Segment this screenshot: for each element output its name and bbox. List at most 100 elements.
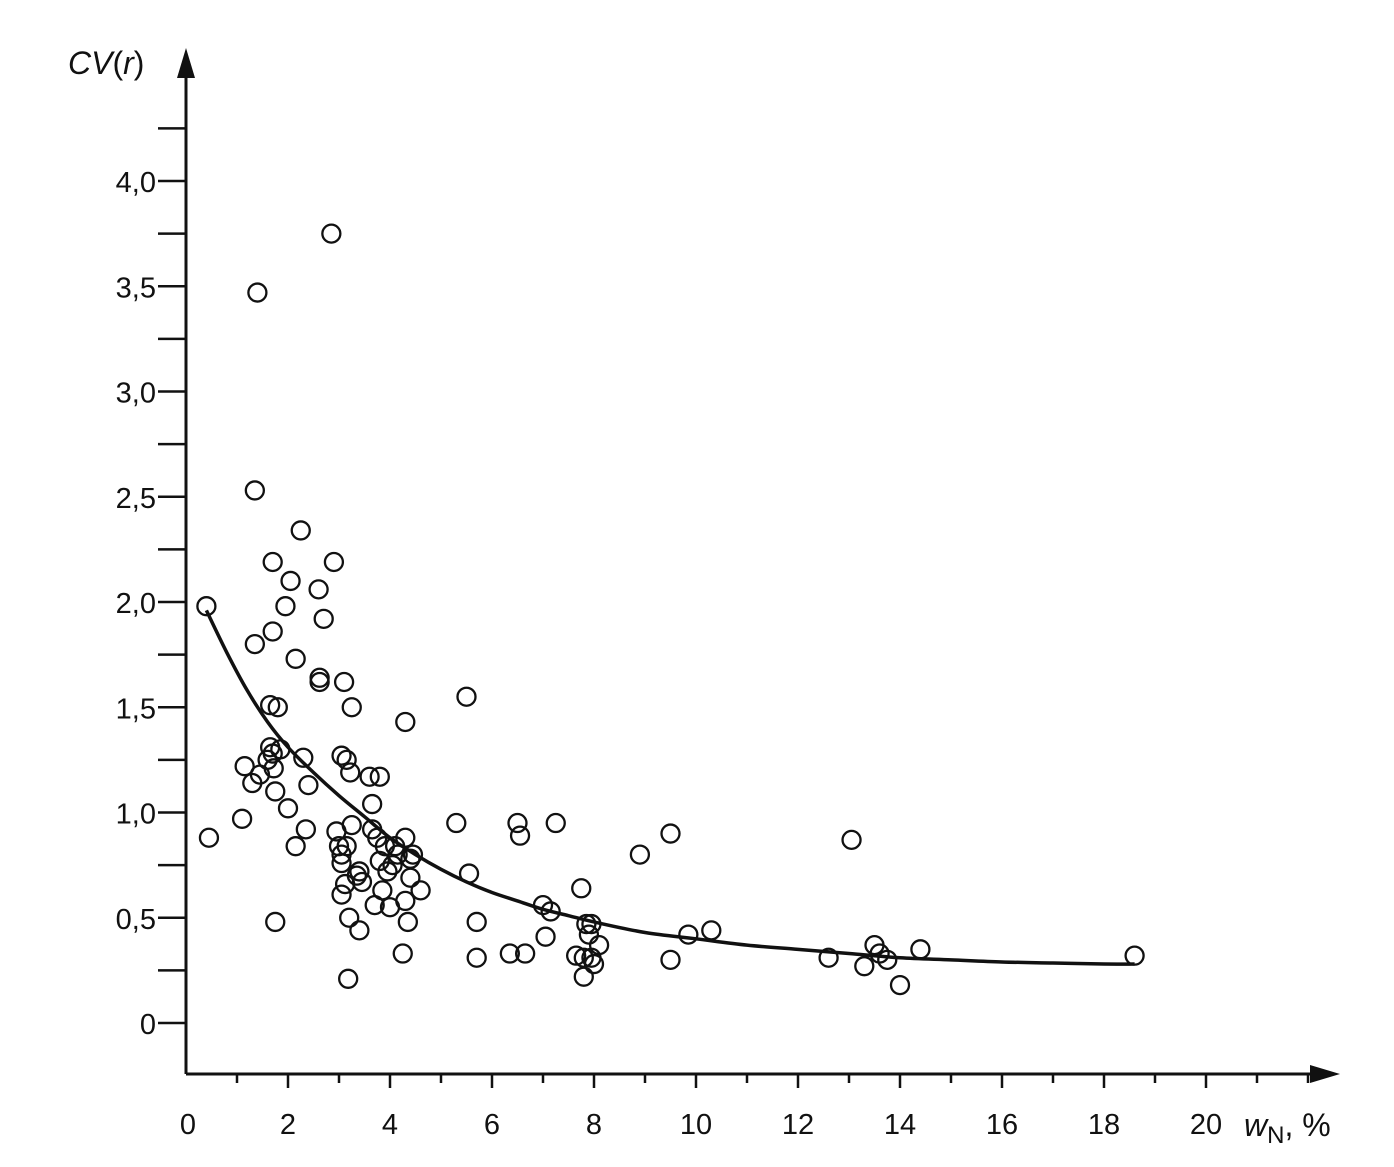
data-point xyxy=(578,924,600,945)
data-point xyxy=(265,781,286,802)
data-point xyxy=(583,953,605,975)
data-point xyxy=(198,827,220,848)
data-point xyxy=(285,836,306,857)
x-tick-label: 6 xyxy=(484,1109,500,1141)
data-point xyxy=(331,745,352,766)
x-tick-label: 12 xyxy=(782,1109,814,1141)
y-tick-label: 0 xyxy=(140,1009,156,1041)
data-point xyxy=(678,924,699,945)
data-point xyxy=(889,974,911,996)
data-point xyxy=(361,793,383,815)
data-point xyxy=(854,956,875,977)
data-point xyxy=(466,911,487,933)
x-axis-arrow xyxy=(1310,1065,1340,1083)
data-point xyxy=(336,749,357,771)
data-point xyxy=(290,520,311,541)
y-tick-label: 4,0 xyxy=(116,167,156,199)
data-point xyxy=(313,608,334,629)
data-point xyxy=(910,939,931,960)
data-point xyxy=(308,579,329,600)
data-point xyxy=(231,808,253,829)
data-point xyxy=(382,854,403,876)
data-point xyxy=(338,968,359,989)
data-point xyxy=(265,911,286,933)
y-axis-title-close: ) xyxy=(134,45,145,81)
data-point xyxy=(244,480,266,501)
x-axis-title: wN, % xyxy=(1244,1107,1331,1149)
y-tick-label: 3,5 xyxy=(116,272,156,304)
data-point xyxy=(196,596,217,617)
data-point xyxy=(466,947,487,968)
data-point xyxy=(629,844,651,865)
data-point xyxy=(280,570,301,592)
data-point xyxy=(588,934,610,956)
x-tick-label: 10 xyxy=(680,1109,712,1141)
y-axis-title: CV(r) xyxy=(68,45,144,81)
data-point xyxy=(535,926,556,947)
data-point xyxy=(309,671,330,693)
y-tick-label: 1,0 xyxy=(116,799,156,831)
x-tick-label: 18 xyxy=(1088,1109,1120,1141)
y-tick-label: 3,0 xyxy=(116,378,156,410)
data-point xyxy=(277,798,299,819)
data-point xyxy=(336,836,357,857)
data-point xyxy=(660,823,681,844)
y-tick-label: 1,5 xyxy=(116,693,156,725)
data-point xyxy=(509,825,531,846)
y-ticks: 0 0,5 1,0 1,5 2,0 2,5 3,0 3,5 4,0 xyxy=(116,127,186,1041)
data-point xyxy=(346,865,368,886)
data-point xyxy=(270,739,291,760)
data-points-layer xyxy=(196,223,1145,996)
data-point xyxy=(323,551,345,573)
data-point xyxy=(259,694,281,716)
data-point xyxy=(1124,945,1145,966)
data-point xyxy=(387,844,408,865)
fit-curve-layer xyxy=(204,609,1135,966)
y-tick-label: 2,5 xyxy=(116,483,156,515)
data-point xyxy=(395,711,416,733)
x-axis-title-var: w xyxy=(1244,1107,1269,1143)
data-point xyxy=(456,686,477,707)
data-point xyxy=(377,861,398,882)
data-point xyxy=(340,762,361,783)
data-point xyxy=(285,648,306,669)
x-tick-label: 0 xyxy=(180,1109,196,1141)
data-point xyxy=(545,812,566,834)
data-point xyxy=(321,223,342,244)
x-tick-label: 2 xyxy=(280,1109,296,1141)
data-point xyxy=(400,848,421,869)
data-point xyxy=(507,812,528,834)
x-axis-title-sub: N xyxy=(1267,1122,1284,1149)
data-point xyxy=(293,747,314,768)
data-point xyxy=(262,621,283,642)
data-point xyxy=(333,671,355,693)
data-point xyxy=(369,850,390,872)
data-point xyxy=(349,861,370,882)
data-point xyxy=(540,901,561,922)
data-point xyxy=(341,697,362,718)
data-point xyxy=(359,766,380,787)
data-point xyxy=(701,920,722,941)
data-point xyxy=(247,282,268,303)
data-point xyxy=(295,819,317,840)
data-point xyxy=(349,920,370,941)
data-point xyxy=(395,890,416,912)
data-point xyxy=(372,880,393,901)
data-point xyxy=(400,867,421,888)
data-point xyxy=(660,949,681,970)
data-point xyxy=(571,878,592,899)
data-point xyxy=(267,697,288,718)
data-point xyxy=(341,814,362,836)
data-point xyxy=(581,913,602,935)
data-point xyxy=(339,907,360,928)
y-axis-title-var: r xyxy=(123,45,135,81)
fit-curve xyxy=(204,609,1135,966)
x-tick-label: 20 xyxy=(1190,1109,1222,1141)
x-tick-label: 14 xyxy=(884,1109,916,1141)
data-point xyxy=(499,943,521,964)
data-point xyxy=(446,812,467,834)
y-axis-title-prefix: CV xyxy=(68,45,115,81)
x-ticks: 0 2 4 6 8 10 12 14 16 18 20 xyxy=(180,1074,1310,1141)
data-point xyxy=(397,911,419,933)
data-point xyxy=(877,949,898,970)
